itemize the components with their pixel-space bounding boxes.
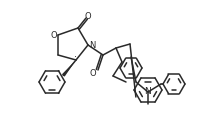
Text: O: O	[51, 30, 57, 39]
Text: ·: ·	[73, 52, 77, 62]
Text: O: O	[90, 69, 96, 78]
Polygon shape	[62, 60, 76, 77]
Text: N: N	[89, 40, 95, 49]
Text: O: O	[85, 12, 91, 20]
Text: N: N	[145, 86, 151, 95]
